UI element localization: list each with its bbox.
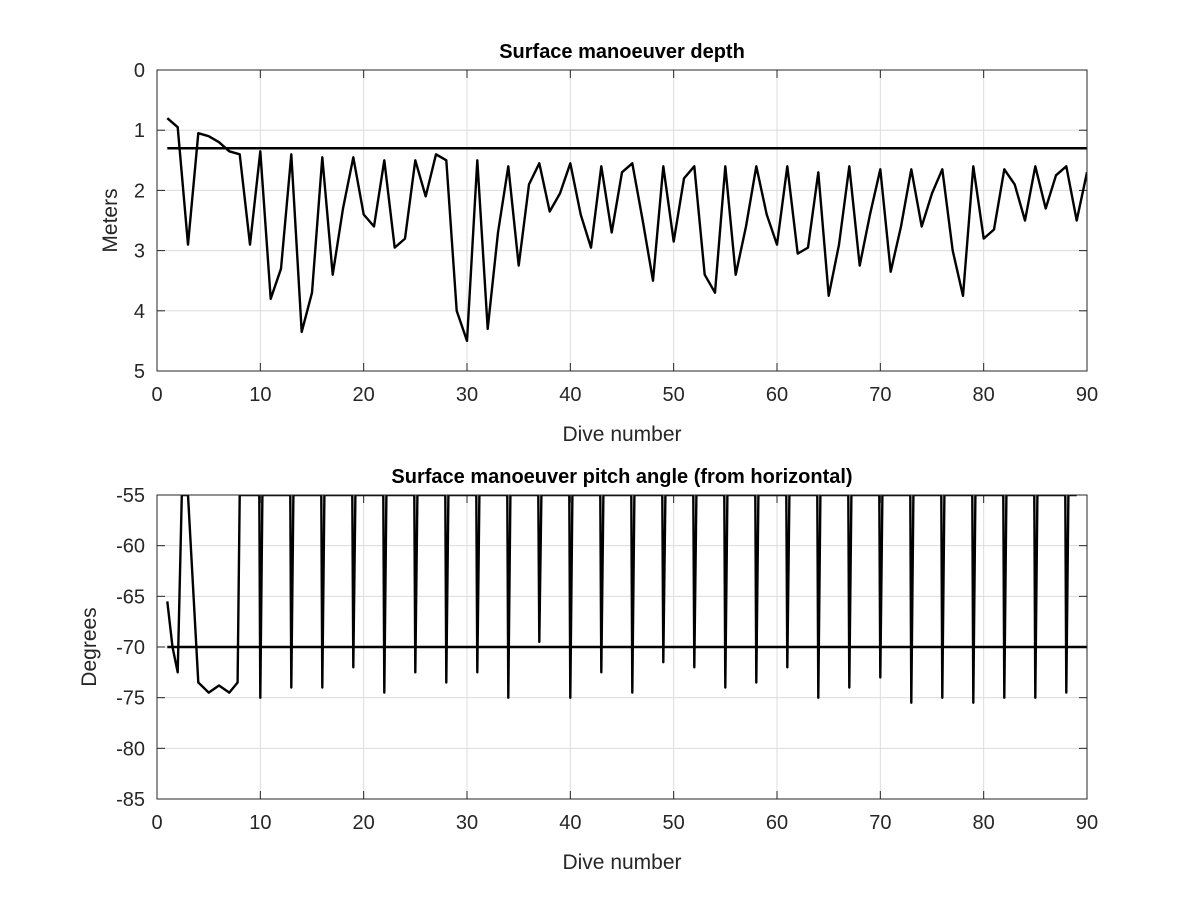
x-tick-label: 20	[353, 384, 375, 406]
pitch-angle-chart: 0 10 20 30 40 50 60 70 80 90 -55 -60 -65 -70 -75 -80 -85…	[78, 466, 1098, 874]
x-tick-label: 0	[151, 384, 162, 406]
x-axis-label: Dive number	[562, 423, 681, 446]
x-tick-label: 20	[353, 812, 375, 834]
y-tick-label: -75	[116, 688, 145, 710]
y-tick-label: -70	[116, 637, 145, 659]
x-tick-label: 40	[559, 384, 581, 406]
chart-title: Surface manoeuver depth	[499, 41, 745, 63]
data-series-line	[166, 117, 1087, 343]
x-tick-label: 60	[766, 384, 788, 406]
x-tick-label: 30	[456, 384, 478, 406]
x-tick-label: 80	[973, 384, 995, 406]
x-tick-label: 90	[1076, 384, 1098, 406]
x-tick-label: 10	[249, 384, 271, 406]
x-tick-label: 0	[151, 812, 162, 834]
depth-chart: 0 10 20 30 40 50 60 70 80 90 0 1 2 3 4 5 Surface manoeuv…	[99, 41, 1098, 446]
x-tick-label: 90	[1076, 812, 1098, 834]
x-tick-label: 60	[766, 812, 788, 834]
y-tick-label: -60	[116, 536, 145, 558]
plot-area	[157, 70, 1087, 371]
x-tick-label: 50	[663, 812, 685, 834]
y-tick-label: 3	[134, 241, 145, 263]
x-axis-label: Dive number	[562, 851, 681, 874]
y-tick-label: 1	[134, 120, 145, 142]
chart-title: Surface manoeuver pitch angle (from hori…	[391, 466, 852, 488]
y-tick-label: 5	[134, 361, 145, 383]
x-tick-label: 70	[869, 812, 891, 834]
y-axis-label: Degrees	[78, 607, 101, 686]
y-tick-label: 2	[134, 180, 145, 202]
y-tick-label: 0	[134, 60, 145, 82]
x-tick-label: 80	[973, 812, 995, 834]
y-tick-label: -85	[116, 789, 145, 811]
y-axis-label: Meters	[99, 188, 122, 252]
y-tick-label: -55	[116, 485, 145, 507]
data-series-line	[166, 495, 1077, 704]
x-tick-label: 10	[249, 812, 271, 834]
y-tick-label: -80	[116, 738, 145, 760]
x-tick-label: 40	[559, 812, 581, 834]
x-tick-label: 70	[869, 384, 891, 406]
y-tick-label: 4	[134, 301, 145, 323]
axes-frame	[156, 494, 1088, 800]
x-tick-label: 30	[456, 812, 478, 834]
axes-frame	[156, 69, 1088, 372]
x-tick-label: 50	[663, 384, 685, 406]
y-tick-label: -65	[116, 586, 145, 608]
